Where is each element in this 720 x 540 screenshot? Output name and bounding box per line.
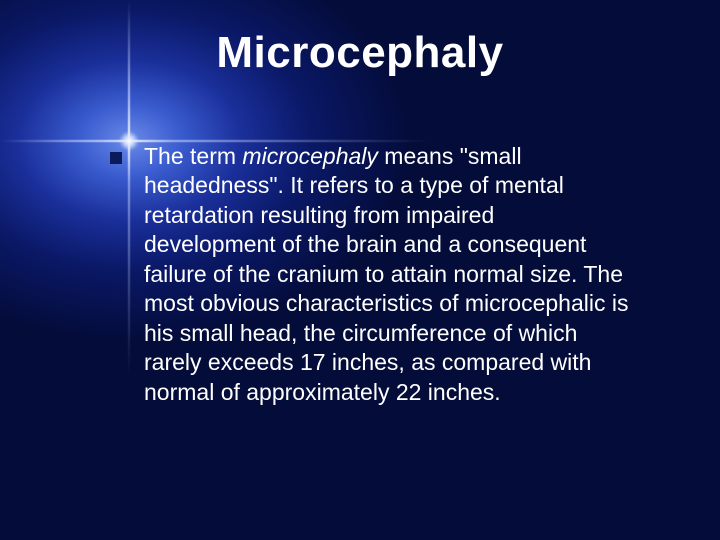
slide-title: Microcephaly: [60, 28, 660, 78]
square-bullet-icon: [110, 152, 122, 164]
slide-body-text: The term microcephaly means "small heade…: [144, 142, 630, 407]
slide-container: Microcephaly The term microcephaly means…: [0, 0, 720, 540]
body-rest: means "small headedness". It refers to a…: [144, 143, 628, 405]
body-italic-term: microcephaly: [242, 143, 378, 169]
body-prefix: The term: [144, 143, 242, 169]
bullet-row: The term microcephaly means "small heade…: [60, 142, 660, 407]
